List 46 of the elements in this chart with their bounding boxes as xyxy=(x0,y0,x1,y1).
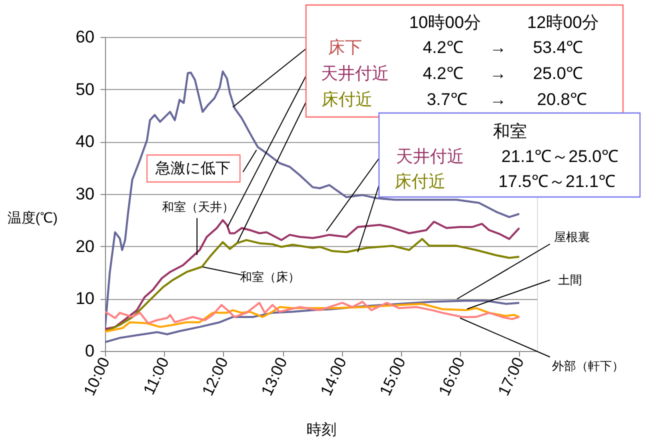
line-series xyxy=(105,219,520,330)
x-tick-label: 16:00 xyxy=(436,355,469,399)
text: 10時00分 xyxy=(409,13,481,32)
y-axis-title: 温度(℃) xyxy=(7,210,58,226)
annotation: 21.1℃～25.0℃ xyxy=(501,147,619,166)
line-series xyxy=(105,302,520,333)
annotation: 3.7℃ xyxy=(426,90,468,109)
annotation: → xyxy=(490,38,506,57)
y-tick-label: 30 xyxy=(76,184,94,204)
annotation: 53.4℃ xyxy=(532,38,584,57)
y-tick-label: 20 xyxy=(76,236,94,256)
annotation: 天井付近 xyxy=(396,147,464,166)
annotation: 4.2℃ xyxy=(422,64,464,83)
text: 12時00分 xyxy=(527,13,599,32)
series-label: 和室（床） xyxy=(240,270,300,284)
annotation: 4.2℃ xyxy=(422,38,464,57)
annotation: 急激に低下 xyxy=(154,160,230,177)
y-tick-label: 40 xyxy=(76,132,94,152)
annotation: 20.8℃ xyxy=(536,90,588,109)
annotation: 床付近 xyxy=(322,90,372,109)
x-tick-label: 13:00 xyxy=(258,355,292,399)
line-series xyxy=(105,300,520,324)
annotation: 床下 xyxy=(328,38,362,57)
text: 土間 xyxy=(558,273,582,287)
annotation: 床付近 xyxy=(394,172,446,191)
x-tick-label: 15:00 xyxy=(377,355,410,399)
x-axis-title: 時刻 xyxy=(306,422,336,438)
line-series xyxy=(105,238,520,333)
series-label: 和室（天井） xyxy=(162,200,234,214)
x-tick-label: 17:00 xyxy=(496,355,528,399)
text: 外部（軒下） xyxy=(552,359,624,373)
x-tick-label: 14:00 xyxy=(318,355,350,399)
x-tick-label: 12:00 xyxy=(200,355,232,399)
annotation: 17.5℃～21.1℃ xyxy=(498,172,616,191)
annotation: → xyxy=(490,64,506,83)
annotation: 25.0℃ xyxy=(532,64,584,83)
y-tick-label: 0 xyxy=(85,342,94,360)
annotation: 天井付近 xyxy=(321,64,389,83)
y-tick-label: 50 xyxy=(76,80,94,99)
line-series xyxy=(105,300,520,344)
y-tick-label: 60 xyxy=(76,28,94,46)
annotation: → xyxy=(490,90,506,109)
annotation: 和室 xyxy=(493,122,527,141)
text: 屋根裏 xyxy=(554,230,590,244)
y-tick-label: 10 xyxy=(76,289,94,308)
x-tick-label: 11:00 xyxy=(141,355,173,398)
